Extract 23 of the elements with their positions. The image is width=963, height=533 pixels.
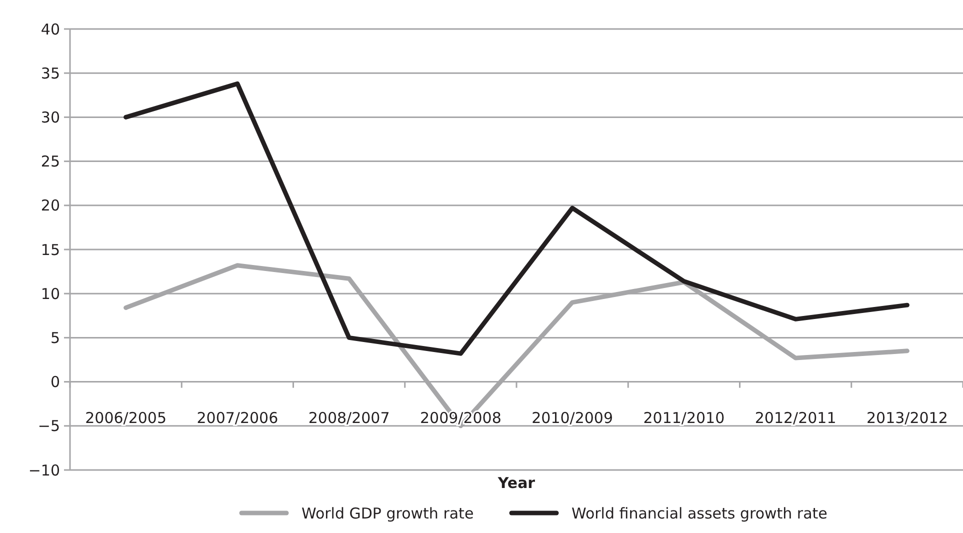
y-tick-label: 40 <box>40 20 60 38</box>
y-tick-label: −5 <box>38 417 60 436</box>
y-tick-label: 15 <box>40 240 60 259</box>
y-tick-label: 35 <box>40 64 60 82</box>
legend-label: World financial assets growth rate <box>572 504 828 522</box>
x-tick-label: 2006/2005 <box>85 408 167 427</box>
y-tick-label: 30 <box>40 108 60 126</box>
y-tick-label: 20 <box>40 196 60 215</box>
y-tick-label: 25 <box>40 152 60 171</box>
y-tick-label: 5 <box>50 328 60 347</box>
y-tick-label: −10 <box>28 461 60 480</box>
x-tick-label: 2008/2007 <box>308 408 390 427</box>
y-tick-label: 10 <box>40 284 60 303</box>
x-tick-label: 2007/2006 <box>196 408 278 427</box>
x-tick-label: 2011/2010 <box>643 408 725 427</box>
line-series <box>124 81 910 356</box>
x-tick-label: 2013/2012 <box>866 408 948 427</box>
x-tick-label: 2012/2011 <box>754 408 836 427</box>
x-tick-label: 2010/2009 <box>532 408 614 427</box>
legend-label: World GDP growth rate <box>302 504 474 522</box>
x-tick-label: 2009/2008 <box>420 408 502 427</box>
x-axis-title: Year <box>496 474 536 492</box>
y-tick-label: 0 <box>50 373 60 392</box>
